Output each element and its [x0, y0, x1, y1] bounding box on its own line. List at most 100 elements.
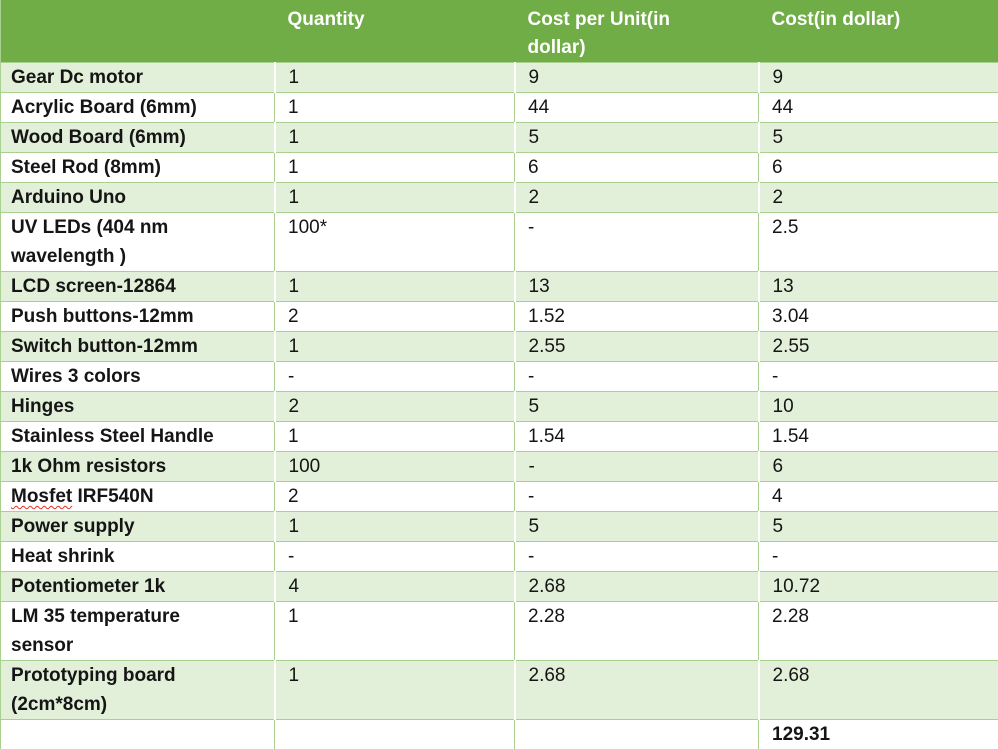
item-cell: Stainless Steel Handle: [1, 422, 275, 452]
item-cell: Switch button-12mm: [1, 332, 275, 362]
cost-cell: -: [759, 542, 998, 572]
cost-cell: 6: [759, 452, 998, 482]
cost-cell: 10: [759, 392, 998, 422]
col-header-item: [1, 0, 275, 63]
cost-cell: 4: [759, 482, 998, 512]
cost-per-unit-cell: -: [515, 542, 759, 572]
cost-per-unit-cell: 2.68: [515, 572, 759, 602]
cost-cell: 2.5: [759, 213, 998, 272]
cost-per-unit-cell: -: [515, 452, 759, 482]
item-cell: 1k Ohm resistors: [1, 452, 275, 482]
col-header-cost-per-unit: Cost per Unit(in dollar): [515, 0, 759, 63]
table-row: 129.31: [1, 720, 998, 749]
quantity-cell: 1: [275, 422, 515, 452]
quantity-cell: 1: [275, 332, 515, 362]
quantity-cell: 1: [275, 661, 515, 720]
cost-per-unit-cell: 5: [515, 512, 759, 542]
col-header-quantity: Quantity: [275, 0, 515, 63]
cost-cell: 2.55: [759, 332, 998, 362]
item-cell: Hinges: [1, 392, 275, 422]
cost-per-unit-cell: 44: [515, 93, 759, 123]
quantity-cell: 1: [275, 183, 515, 213]
cost-cell: 9: [759, 63, 998, 93]
item-cell: [1, 720, 275, 749]
cost-per-unit-cell: 1.52: [515, 302, 759, 332]
cost-per-unit-cell: 2.55: [515, 332, 759, 362]
cost-per-unit-cell: -: [515, 362, 759, 392]
cost-cell: 6: [759, 153, 998, 183]
cost-cell: 3.04: [759, 302, 998, 332]
quantity-cell: -: [275, 362, 515, 392]
quantity-cell: 1: [275, 512, 515, 542]
quantity-cell: -: [275, 542, 515, 572]
quantity-cell: 2: [275, 302, 515, 332]
quantity-cell: 100: [275, 452, 515, 482]
item-label: IRF540N: [72, 486, 153, 507]
quantity-cell: 2: [275, 392, 515, 422]
cost-cell: 1.54: [759, 422, 998, 452]
cost-cell: 2: [759, 183, 998, 213]
item-cell: Wood Board (6mm): [1, 123, 275, 153]
table-header-row: Quantity Cost per Unit(in dollar) Cost(i…: [1, 0, 998, 63]
cost-per-unit-cell: 5: [515, 123, 759, 153]
cost-cell: 5: [759, 512, 998, 542]
item-cell: Gear Dc motor: [1, 63, 275, 93]
item-cell: Acrylic Board (6mm): [1, 93, 275, 123]
table-row: Wires 3 colors---: [1, 362, 998, 392]
misspelled-word: Mosfet: [11, 486, 72, 507]
cost-per-unit-cell: 5: [515, 392, 759, 422]
cost-cell: 2.68: [759, 661, 998, 720]
quantity-cell: 1: [275, 153, 515, 183]
cost-per-unit-cell: [515, 720, 759, 749]
item-cell: LCD screen-12864: [1, 272, 275, 302]
item-cell: Mosfet IRF540N: [1, 482, 275, 512]
cost-cell: 10.72: [759, 572, 998, 602]
item-cell: Arduino Uno: [1, 183, 275, 213]
table-row: Heat shrink---: [1, 542, 998, 572]
item-cell: Steel Rod (8mm): [1, 153, 275, 183]
cost-per-unit-cell: 2.28: [515, 602, 759, 661]
item-cell: Prototyping board (2cm*8cm): [1, 661, 275, 720]
cost-cell: 13: [759, 272, 998, 302]
cost-per-unit-cell: 9: [515, 63, 759, 93]
cost-per-unit-cell: 6: [515, 153, 759, 183]
item-cell: UV LEDs (404 nm wavelength ): [1, 213, 275, 272]
item-cell: Push buttons-12mm: [1, 302, 275, 332]
item-cell: Power supply: [1, 512, 275, 542]
quantity-cell: [275, 720, 515, 749]
cost-cell: -: [759, 362, 998, 392]
cost-cell: 2.28: [759, 602, 998, 661]
cost-per-unit-cell: -: [515, 213, 759, 272]
quantity-cell: 4: [275, 572, 515, 602]
cost-cell: 129.31: [759, 720, 998, 749]
cost-per-unit-cell: -: [515, 482, 759, 512]
quantity-cell: 1: [275, 272, 515, 302]
cost-cell: 44: [759, 93, 998, 123]
col-header-cost: Cost(in dollar): [759, 0, 998, 63]
quantity-cell: 1: [275, 123, 515, 153]
quantity-cell: 1: [275, 602, 515, 661]
cost-per-unit-cell: 2: [515, 183, 759, 213]
table-row: UV LEDs (404 nm wavelength )100*-2.5: [1, 213, 998, 272]
quantity-cell: 2: [275, 482, 515, 512]
item-cell: Potentiometer 1k: [1, 572, 275, 602]
cost-per-unit-cell: 1.54: [515, 422, 759, 452]
item-cell: Wires 3 colors: [1, 362, 275, 392]
cost-per-unit-cell: 2.68: [515, 661, 759, 720]
